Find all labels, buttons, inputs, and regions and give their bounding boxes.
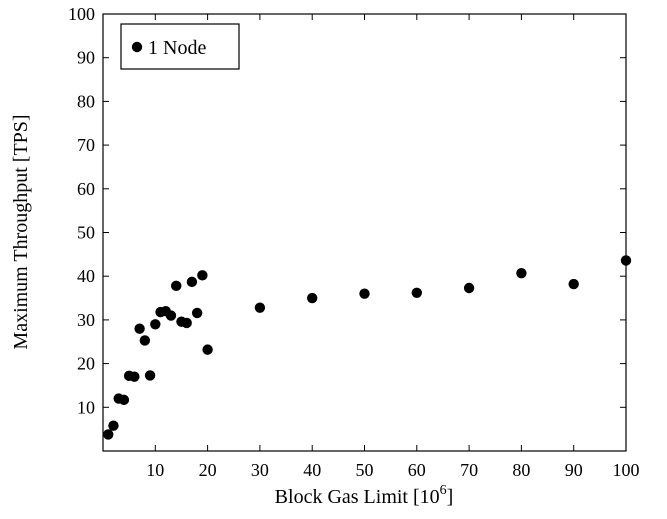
data-point xyxy=(516,267,527,279)
x-tick-label: 20 xyxy=(199,460,217,480)
y-tick-label: 90 xyxy=(77,48,95,68)
x-axis-label: Block Gas Limit [106] xyxy=(275,483,454,508)
x-tick-label: 60 xyxy=(408,460,426,480)
y-tick-label: 60 xyxy=(77,179,95,199)
data-point xyxy=(139,335,151,346)
data-point xyxy=(171,280,182,292)
y-tick-label: 50 xyxy=(77,223,95,243)
data-point xyxy=(191,307,203,319)
legend-label: 1 Node xyxy=(148,37,206,59)
data-point xyxy=(568,278,579,290)
data-point xyxy=(108,420,119,431)
y-tick-label: 40 xyxy=(77,266,95,286)
x-tick-label: 50 xyxy=(356,460,374,480)
x-tick-label: 100 xyxy=(613,460,640,480)
x-axis-label-suffix: ] xyxy=(447,486,454,508)
data-point xyxy=(181,317,192,329)
data-point xyxy=(103,429,114,440)
data-point xyxy=(359,288,370,299)
data-point xyxy=(202,344,213,355)
y-tick-label: 10 xyxy=(77,397,95,417)
y-tick-label: 70 xyxy=(77,135,95,155)
data-point xyxy=(129,371,140,382)
data-point xyxy=(197,270,208,281)
x-tick-label: 10 xyxy=(146,460,164,480)
data-point xyxy=(144,370,156,381)
data-points xyxy=(103,255,632,440)
x-axis-ticks: 10 20 30 40 50 60 70 80 90 100 xyxy=(146,14,640,480)
data-point xyxy=(411,287,422,299)
data-point xyxy=(150,319,161,330)
y-tick-label: 30 xyxy=(77,310,95,330)
data-point xyxy=(165,310,177,321)
x-tick-label: 70 xyxy=(460,460,478,480)
legend: 1 Node xyxy=(120,23,240,70)
y-tick-label: 100 xyxy=(68,4,95,24)
legend-marker xyxy=(131,41,143,53)
plot-area xyxy=(102,13,627,452)
data-point xyxy=(620,255,632,266)
x-axis-label-exponent: 6 xyxy=(440,483,447,498)
y-axis-label: Maximum Throughput [TPS] xyxy=(10,114,32,349)
x-tick-label: 40 xyxy=(303,460,321,480)
data-point xyxy=(307,292,318,304)
plot-frame xyxy=(102,13,627,452)
data-point xyxy=(254,302,266,313)
x-tick-label: 30 xyxy=(251,460,269,480)
y-tick-label: 20 xyxy=(77,354,95,374)
data-point xyxy=(186,276,198,288)
x-tick-label: 80 xyxy=(512,460,530,480)
x-tick-label: 90 xyxy=(565,460,583,480)
y-axis-ticks: 10 20 30 40 50 60 70 80 90 100 xyxy=(68,4,626,417)
data-point xyxy=(463,282,475,294)
x-axis-label-prefix: Block Gas Limit [10 xyxy=(275,486,440,508)
data-point xyxy=(118,394,130,406)
y-tick-label: 80 xyxy=(77,91,95,111)
data-point xyxy=(134,323,145,334)
